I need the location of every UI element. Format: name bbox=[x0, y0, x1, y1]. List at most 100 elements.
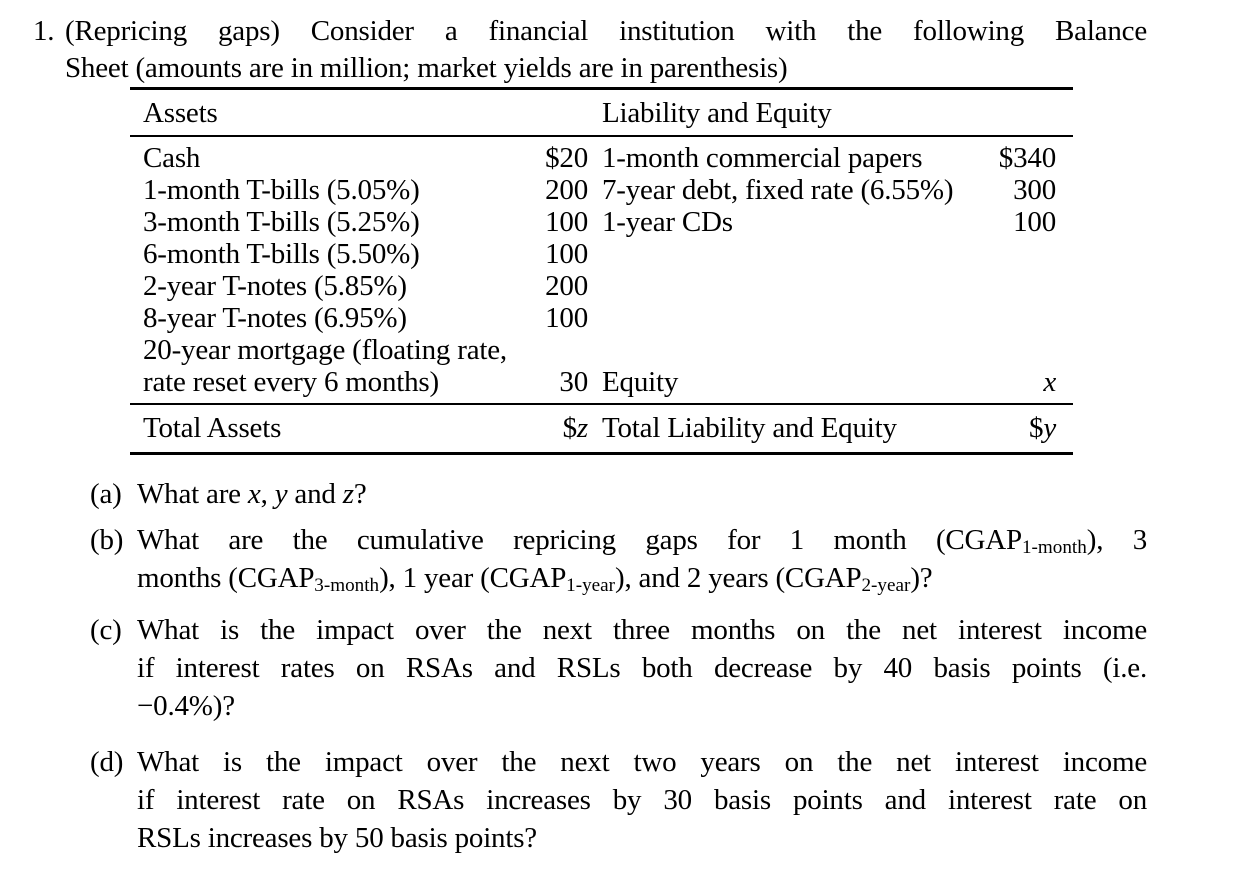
liability-label bbox=[602, 270, 994, 302]
question-a-marker: (a) bbox=[90, 478, 122, 510]
total-assets-label: Total Assets bbox=[143, 412, 282, 444]
asset-amount: 100 bbox=[545, 302, 588, 334]
balance-sheet-table: Assets Liability and Equity Cash $20 1-m… bbox=[130, 87, 1073, 455]
total-liabilities-variable: y bbox=[1043, 412, 1056, 444]
assets-column-header: Assets bbox=[143, 97, 218, 129]
balance-sheet-header-row: Assets Liability and Equity bbox=[130, 90, 1073, 137]
table-row: rate reset every 6 months) 30 Equity x bbox=[143, 366, 1056, 398]
question-a-text: What are x, y and z? bbox=[137, 475, 1147, 513]
total-assets-variable: z bbox=[576, 412, 588, 444]
question-b-marker: (b) bbox=[90, 524, 124, 556]
column-spacer bbox=[588, 238, 602, 270]
liability-amount: $340 bbox=[998, 142, 1056, 174]
question-d: (d) What is the impact over the next two… bbox=[90, 743, 1147, 857]
question-d-line2: if interest rate on RSAs increases by 30… bbox=[137, 784, 1147, 816]
question-b-segment: ), and 2 years (CGAP bbox=[615, 562, 862, 594]
question-a-segment: ? bbox=[353, 478, 367, 510]
question-d-marker: (d) bbox=[90, 746, 124, 778]
question-a-segment: , bbox=[260, 478, 275, 510]
table-row: 20-year mortgage (floating rate, bbox=[143, 334, 1056, 366]
total-liabilities-label: Total Liability and Equity bbox=[602, 412, 897, 444]
dollar-sign: $ bbox=[562, 412, 578, 444]
question-b-line2: months (CGAP3-month), 1 year (CGAP1-year… bbox=[137, 559, 1147, 597]
liability-amount bbox=[994, 270, 1056, 302]
asset-amount: 100 bbox=[545, 238, 588, 270]
question-d-line1: What is the impact over the next two yea… bbox=[137, 746, 1147, 778]
liability-amount: 100 bbox=[1013, 206, 1056, 238]
variable-x: x bbox=[247, 478, 261, 510]
problem-number: 1. bbox=[33, 15, 55, 47]
column-spacer bbox=[588, 334, 602, 366]
table-row: 1-month T-bills (5.05%) 200 7-year debt,… bbox=[143, 174, 1056, 206]
liability-amount bbox=[994, 334, 1056, 366]
liability-label: Equity bbox=[602, 366, 679, 398]
asset-label: 20-year mortgage (floating rate, bbox=[143, 334, 507, 366]
asset-amount: 200 bbox=[545, 270, 588, 302]
asset-amount: 100 bbox=[545, 206, 588, 238]
liability-label: 1-month commercial papers bbox=[602, 142, 923, 174]
asset-label: Cash bbox=[143, 142, 201, 174]
asset-label: 3-month T-bills (5.25%) bbox=[143, 206, 420, 238]
asset-label: 8-year T-notes (6.95%) bbox=[143, 302, 407, 334]
asset-label: 6-month T-bills (5.50%) bbox=[143, 238, 420, 270]
liability-label bbox=[602, 238, 994, 270]
variable-y: y bbox=[274, 478, 288, 510]
dollar-sign: $ bbox=[1029, 412, 1044, 444]
question-b-segment: )? bbox=[910, 562, 933, 594]
question-b-segment: What are the cumulative repricing gaps f… bbox=[137, 524, 1022, 556]
balance-sheet-total-row: Total Assets $z Total Liability and Equi… bbox=[130, 405, 1073, 452]
column-spacer bbox=[588, 413, 602, 443]
column-spacer bbox=[588, 142, 602, 174]
subscript-1-year: 1-year bbox=[566, 575, 615, 597]
question-a: (a) What are x, y and z? bbox=[90, 475, 1147, 513]
asset-amount: $20 bbox=[545, 142, 588, 174]
question-c-line1: What is the impact over the next three m… bbox=[137, 614, 1147, 646]
table-row: 6-month T-bills (5.50%) 100 bbox=[143, 238, 1056, 270]
liabilities-column-header: Liability and Equity bbox=[602, 97, 832, 129]
question-a-segment: and bbox=[287, 478, 343, 510]
question-b: (b) What are the cumulative repricing ga… bbox=[90, 521, 1147, 597]
asset-label: 2-year T-notes (5.85%) bbox=[143, 270, 407, 302]
liability-amount bbox=[994, 238, 1056, 270]
question-c: (c) What is the impact over the next thr… bbox=[90, 611, 1147, 725]
question-c-text: What is the impact over the next three m… bbox=[137, 611, 1147, 725]
asset-amount: 30 bbox=[559, 366, 588, 398]
question-a-segment: What are bbox=[137, 478, 248, 510]
problem-title: (Repricing gaps) Consider a financial in… bbox=[65, 13, 1147, 87]
question-c-line3: −0.4%)? bbox=[137, 690, 235, 722]
column-spacer bbox=[588, 270, 602, 302]
table-row: 8-year T-notes (6.95%) 100 bbox=[143, 302, 1056, 334]
subscript-3-month: 3-month bbox=[314, 575, 380, 597]
liability-label bbox=[602, 302, 994, 334]
liability-label: 1-year CDs bbox=[602, 206, 733, 238]
balance-sheet-body: Cash $20 1-month commercial papers $340 … bbox=[130, 137, 1073, 405]
subscript-1-month: 1-month bbox=[1021, 537, 1087, 559]
liability-amount: 300 bbox=[1013, 174, 1056, 206]
column-spacer bbox=[588, 174, 602, 206]
column-spacer bbox=[588, 302, 602, 334]
question-b-line1: What are the cumulative repricing gaps f… bbox=[137, 521, 1147, 559]
question-d-line3: RSLs increases by 50 basis points? bbox=[137, 822, 537, 854]
problem-title-line2: Sheet (amounts are in million; market yi… bbox=[65, 52, 788, 84]
document-page: 1. (Repricing gaps) Consider a financial… bbox=[0, 13, 1254, 857]
question-d-text: What is the impact over the next two yea… bbox=[137, 743, 1147, 857]
table-row: 2-year T-notes (5.85%) 200 bbox=[143, 270, 1056, 302]
liability-amount bbox=[994, 302, 1056, 334]
column-spacer bbox=[588, 206, 602, 238]
column-spacer bbox=[588, 366, 602, 398]
question-b-segment: months (CGAP bbox=[137, 562, 315, 594]
question-b-segment: ), 3 bbox=[1086, 524, 1148, 556]
asset-amount: 200 bbox=[545, 174, 588, 206]
total-assets-amount: $z bbox=[473, 412, 589, 444]
question-c-line2: if interest rates on RSAs and RSLs both … bbox=[137, 652, 1147, 684]
question-b-text: What are the cumulative repricing gaps f… bbox=[137, 521, 1147, 597]
subscript-2-year: 2-year bbox=[861, 575, 911, 597]
table-row: 3-month T-bills (5.25%) 100 1-year CDs 1… bbox=[143, 206, 1056, 238]
problem-title-line1: (Repricing gaps) Consider a financial in… bbox=[65, 15, 1147, 47]
liability-label bbox=[602, 334, 994, 366]
question-b-segment: ), 1 year (CGAP bbox=[379, 562, 567, 594]
asset-label: 1-month T-bills (5.05%) bbox=[143, 174, 420, 206]
asset-label: rate reset every 6 months) bbox=[143, 366, 439, 398]
total-liabilities-amount: $y bbox=[994, 413, 1056, 443]
question-c-marker: (c) bbox=[90, 614, 122, 646]
